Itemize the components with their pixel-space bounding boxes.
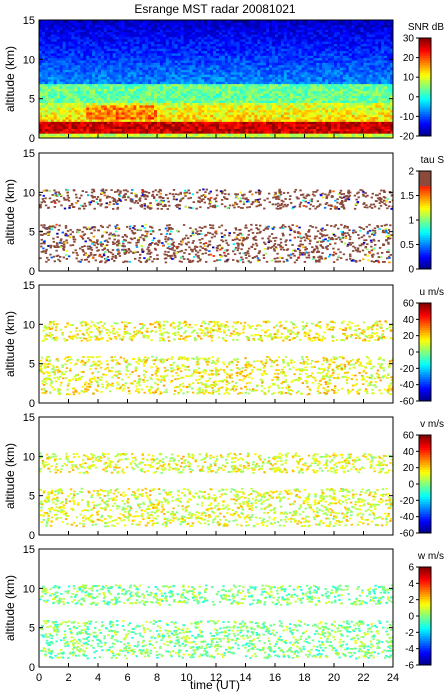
colorbar-tick-label: -60: [400, 397, 415, 408]
y-tick-label: 10: [23, 319, 35, 331]
y-tick-label: 5: [29, 359, 35, 371]
colorbar-tick-label: 0: [408, 480, 414, 491]
panel-SNR: 0 5 10 15 altitude (km) SNR dB -20 -10 0 10 20 30: [3, 15, 444, 145]
heatmap-w: [39, 584, 393, 660]
y-tick-label: 0: [29, 530, 35, 542]
x-tick-label: 24: [387, 672, 399, 684]
x-tick-label: 22: [357, 672, 369, 684]
y-tick-label: 15: [23, 412, 35, 424]
colorbar-tick-label: -20: [400, 132, 415, 143]
y-tick-label: 15: [23, 544, 35, 556]
y-tick-label: 0: [29, 398, 35, 410]
colorbar-tick-label: 0.5: [400, 240, 414, 251]
y-tick-label: 10: [23, 451, 35, 463]
y-tick-label: 15: [23, 148, 35, 160]
y-axis-label: altitude (km): [3, 179, 17, 245]
panel-u: 0 5 10 15 altitude (km) u m/s -60 -40 -20 0 20 40 60: [3, 280, 444, 410]
colorbar-v: v m/s -60 -40 -20 0 20 40 60: [400, 419, 444, 540]
x-tick-label: 0: [36, 672, 42, 684]
y-axis-label: altitude (km): [3, 46, 17, 112]
x-tick-label: 10: [180, 672, 192, 684]
y-tick-label: 0: [29, 266, 35, 278]
colorbar-tick-label: -20: [400, 496, 415, 507]
colorbar-tick-label: 60: [403, 299, 415, 310]
colorbar-label: v m/s: [420, 419, 444, 430]
y-tick-label: 15: [23, 280, 35, 292]
colorbar-tick-label: 4: [408, 579, 414, 590]
colorbar-tick-label: 40: [403, 315, 415, 326]
figure-title: Esrange MST radar 20081021: [134, 2, 296, 16]
heatmap-v: [39, 452, 393, 528]
x-tick-label: 16: [269, 672, 281, 684]
colorbar-tick-label: 1: [408, 216, 414, 227]
y-tick-label: 5: [29, 623, 35, 635]
colorbar-u: u m/s -60 -40 -20 0 20 40 60: [400, 287, 444, 408]
colorbar-tick-label: 20: [403, 53, 415, 64]
colorbar-tick-label: 20: [403, 463, 415, 474]
colorbar-tick-label: -6: [405, 661, 414, 672]
x-tick-label: 4: [95, 672, 101, 684]
colorbar-tick-label: 0: [408, 92, 414, 103]
colorbar-tick-label: 2: [408, 167, 414, 178]
plot-frame: [38, 548, 394, 668]
x-tick-label: 6: [124, 672, 130, 684]
y-tick-label: 10: [23, 187, 35, 199]
y-tick-label: 15: [23, 15, 35, 27]
x-tick-label: 18: [298, 672, 310, 684]
colorbar-tick-label: -20: [400, 364, 415, 375]
x-tick-label: 8: [154, 672, 160, 684]
colorbar-tick-label: 0: [408, 348, 414, 359]
colorbar-label: tau S: [421, 155, 445, 166]
x-tick-label: 12: [210, 672, 222, 684]
x-axis-label: time (UT): [190, 678, 240, 692]
heatmap-SNR: [39, 20, 393, 138]
colorbar-tick-label: -40: [400, 380, 415, 391]
y-tick-label: 10: [23, 54, 35, 66]
panel-v: 0 5 10 15 altitude (km) v m/s -60 -40 -20 0 20 40 60: [3, 412, 444, 542]
colorbar-tau: tau S 0 0.5 1 1.5 2: [400, 155, 444, 276]
colorbar-tick-label: 1.5: [400, 191, 414, 202]
y-tick-label: 10: [23, 583, 35, 595]
y-axis-label: altitude (km): [3, 311, 17, 377]
y-axis-label: altitude (km): [3, 575, 17, 641]
colorbar-tick-label: 20: [403, 331, 415, 342]
colorbar-tick-label: 2: [408, 595, 414, 606]
colorbar-SNR: SNR dB -20 -10 0 10 20 30: [400, 22, 445, 143]
colorbar-tick-label: -4: [405, 644, 414, 655]
colorbar-tick-label: 30: [403, 34, 415, 45]
colorbar-tick-label: 6: [408, 563, 414, 574]
x-tick-label: 14: [239, 672, 251, 684]
colorbar-w: w m/s -6 -4 -2 0 2 4 6: [405, 551, 444, 672]
colorbar-tick-label: 40: [403, 447, 415, 458]
y-tick-label: 5: [29, 94, 35, 106]
panel-tau: 0 5 10 15 altitude (km) tau S 0 0.5 1 1.5 2: [3, 148, 444, 278]
x-tick-label: 2: [65, 672, 71, 684]
y-tick-label: 5: [29, 491, 35, 503]
colorbar-tick-label: 0: [408, 265, 414, 276]
y-tick-label: 0: [29, 133, 35, 145]
x-tick-label: 20: [328, 672, 340, 684]
colorbar-tick-label: -60: [400, 529, 415, 540]
colorbar-label: w m/s: [417, 551, 444, 562]
colorbar-tick-label: -2: [405, 628, 414, 639]
y-axis-label: altitude (km): [3, 443, 17, 509]
colorbar-tick-label: -40: [400, 512, 415, 523]
colorbar-tick-label: 0: [408, 612, 414, 623]
y-tick-label: 5: [29, 227, 35, 239]
y-tick-label: 0: [29, 662, 35, 674]
colorbar-label: u m/s: [420, 287, 444, 298]
colorbar-tick-label: 10: [403, 73, 415, 84]
colorbar-tick-label: -10: [400, 112, 415, 123]
heatmap-tau: [39, 188, 393, 264]
colorbar-label: SNR dB: [408, 22, 444, 33]
heatmap-u: [39, 320, 393, 396]
colorbar-tick-label: 60: [403, 431, 415, 442]
